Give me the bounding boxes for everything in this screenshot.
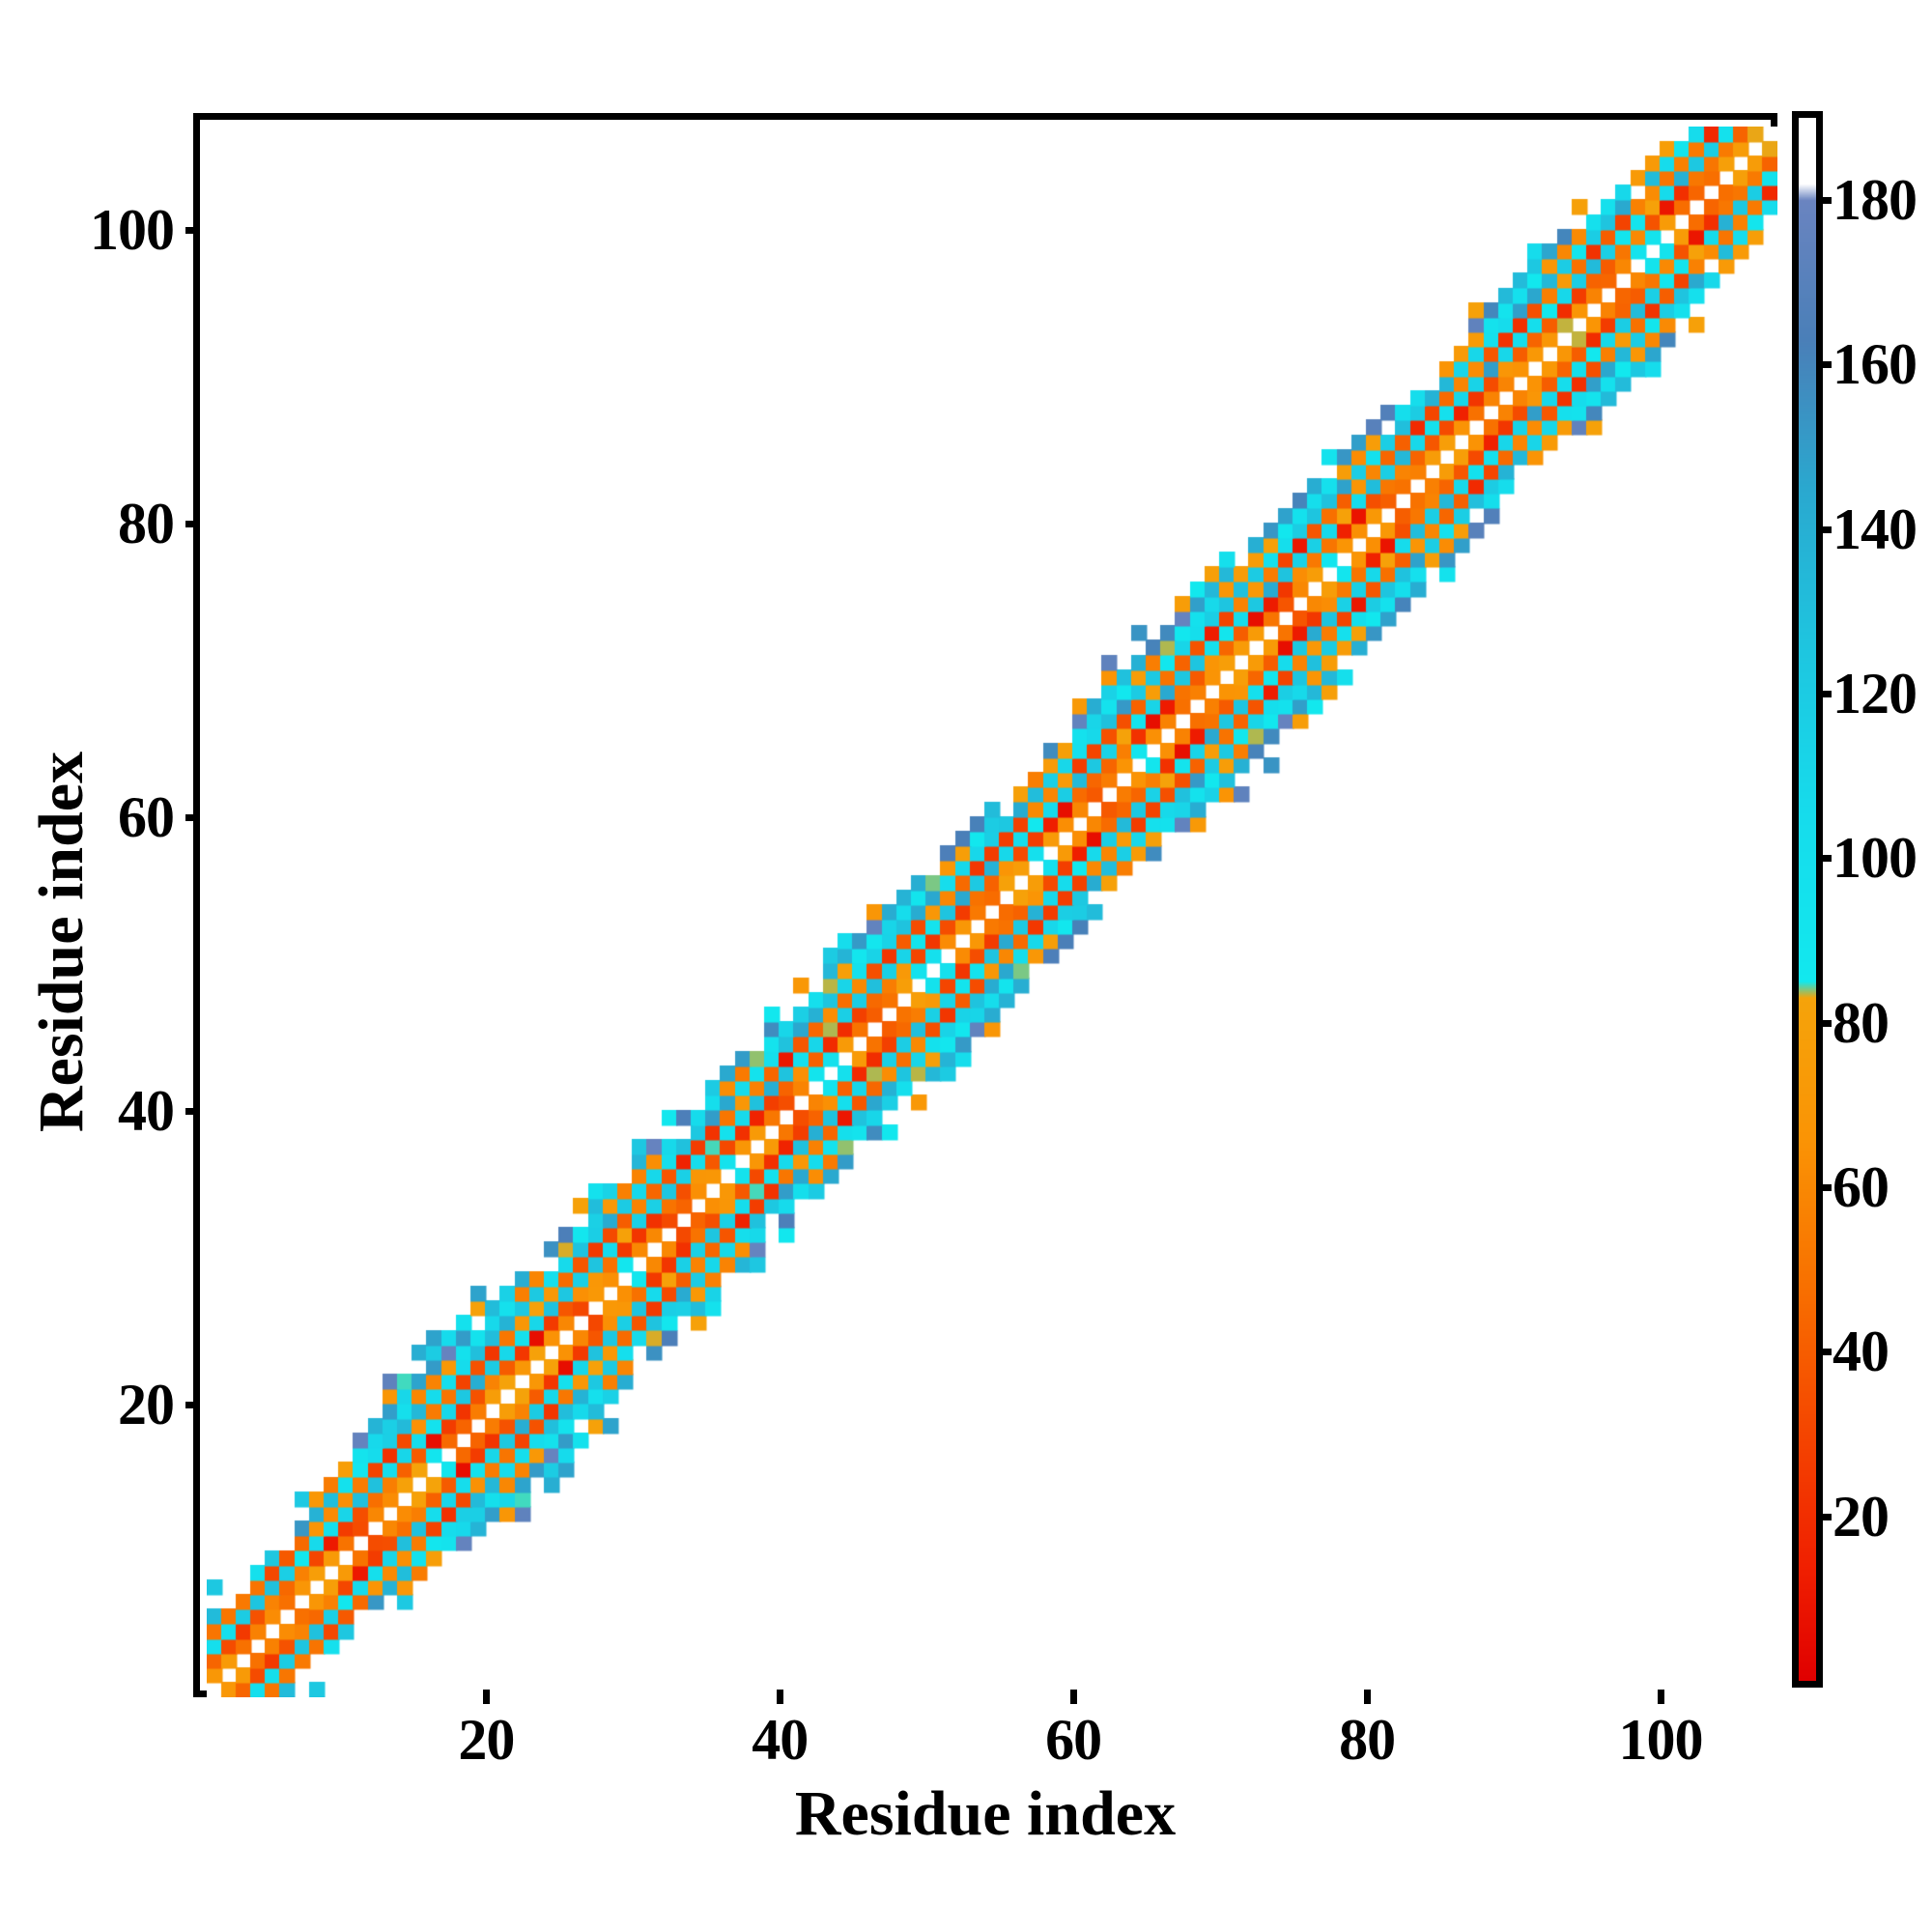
colorbar-gradient bbox=[1799, 118, 1816, 1681]
y-tick-mark bbox=[185, 1107, 200, 1115]
colorbar-tick-label: 40 bbox=[1833, 1320, 1889, 1384]
colorbar-tick-mark bbox=[1819, 691, 1832, 698]
colorbar-tick-mark bbox=[1819, 526, 1832, 533]
x-tick-label: 20 bbox=[458, 1708, 515, 1772]
x-tick-mark bbox=[777, 1690, 784, 1704]
colorbar bbox=[1792, 111, 1823, 1688]
colorbar-tick-label: 120 bbox=[1833, 662, 1918, 726]
x-tick-mark bbox=[1070, 1690, 1078, 1704]
y-axis-title: Residue index bbox=[26, 751, 97, 1133]
x-tick-label: 100 bbox=[1618, 1708, 1704, 1772]
colorbar-tick-mark bbox=[1819, 361, 1832, 369]
colorbar-tick-mark bbox=[1819, 1184, 1832, 1192]
x-tick-label: 60 bbox=[1045, 1708, 1102, 1772]
y-tick-label: 100 bbox=[90, 197, 175, 262]
heatmap-canvas bbox=[207, 127, 1777, 1697]
colorbar-tick-label: 100 bbox=[1833, 826, 1918, 891]
colorbar-tick-mark bbox=[1819, 1019, 1832, 1027]
colorbar-tick-label: 60 bbox=[1833, 1155, 1889, 1220]
colorbar-tick-label: 80 bbox=[1833, 990, 1889, 1055]
y-tick-label: 20 bbox=[118, 1372, 175, 1436]
colorbar-tick-label: 180 bbox=[1833, 168, 1918, 233]
x-tick-label: 40 bbox=[752, 1708, 809, 1772]
y-tick-mark bbox=[185, 520, 200, 527]
y-tick-label: 60 bbox=[118, 784, 175, 849]
y-tick-mark bbox=[185, 813, 200, 821]
colorbar-tick-mark bbox=[1819, 197, 1832, 205]
x-tick-mark bbox=[483, 1690, 491, 1704]
colorbar-tick-mark bbox=[1819, 1349, 1832, 1356]
x-tick-mark bbox=[1364, 1690, 1372, 1704]
x-axis-title: Residue index bbox=[794, 1778, 1177, 1849]
x-tick-label: 80 bbox=[1339, 1708, 1396, 1772]
colorbar-tick-label: 140 bbox=[1833, 497, 1918, 561]
colorbar-tick-label: 160 bbox=[1833, 332, 1918, 397]
colorbar-tick-mark bbox=[1819, 855, 1832, 863]
y-tick-mark bbox=[185, 226, 200, 234]
colorbar-tick-mark bbox=[1819, 1513, 1832, 1520]
x-tick-mark bbox=[1658, 1690, 1665, 1704]
heatmap-plot-area bbox=[193, 113, 1777, 1697]
y-tick-mark bbox=[185, 1401, 200, 1408]
y-tick-label: 80 bbox=[118, 491, 175, 555]
y-tick-label: 40 bbox=[118, 1078, 175, 1143]
colorbar-tick-label: 20 bbox=[1833, 1484, 1889, 1548]
